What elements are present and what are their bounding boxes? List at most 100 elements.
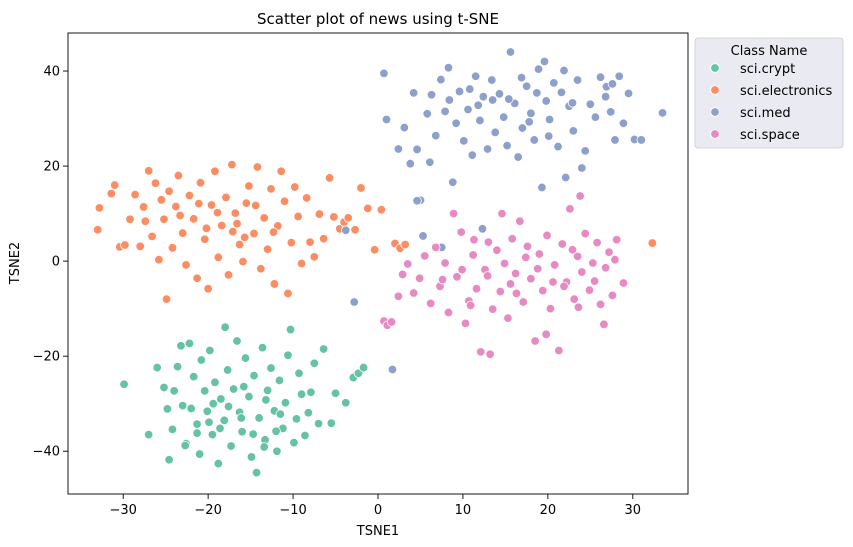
scatter-point-sci-space <box>431 242 441 253</box>
scatter-point-sci-electronics <box>195 178 206 188</box>
scatter-point-sci-space <box>573 302 584 312</box>
legend-marker <box>710 107 720 117</box>
scatter-point-sci-space <box>505 279 516 289</box>
scatter-point-sci-crypt <box>313 418 324 429</box>
scatter-point-sci-electronics <box>314 209 325 219</box>
x-tick-label: −20 <box>194 503 221 518</box>
scatter-point-sci-electronics <box>369 245 380 255</box>
scatter-point-sci-electronics <box>203 283 213 294</box>
scatter-point-sci-electronics <box>94 203 105 213</box>
scatter-point-sci-med <box>533 64 544 74</box>
scatter-point-sci-med <box>498 112 509 122</box>
scatter-point-sci-electronics <box>156 195 167 205</box>
scatter-point-sci-electronics <box>241 198 252 208</box>
axes-layer: −30 −20 −10 0 10 20 30 −40 −20 0 20 40 <box>33 65 642 518</box>
scatter-point-sci-crypt <box>159 382 169 393</box>
scatter-point-sci-space <box>549 260 560 270</box>
scatter-point-sci-crypt <box>254 413 264 423</box>
scatter-point-sci-space <box>515 216 525 226</box>
scatter-point-sci-electronics <box>173 170 184 181</box>
scatter-point-sci-crypt <box>261 395 271 405</box>
x-tick-label: 30 <box>625 503 642 518</box>
scatter-point-sci-electronics <box>181 260 191 270</box>
scatter-point-sci-space <box>575 191 585 201</box>
scatter-point-sci-space <box>414 273 425 283</box>
legend-title: Class Name <box>731 44 808 59</box>
scatter-point-sci-med <box>487 95 498 105</box>
scatter-point-sci-electronics <box>154 254 164 265</box>
scatter-point-sci-electronics <box>239 232 250 243</box>
legend-label: sci.space <box>740 128 800 143</box>
scatter-point-sci-crypt <box>232 336 242 346</box>
scatter-point-sci-electronics <box>171 201 181 212</box>
scatter-point-sci-electronics <box>228 226 238 237</box>
scatter-point-sci-space <box>471 283 482 294</box>
scatter-point-sci-space <box>456 227 466 237</box>
scatter-point-sci-electronics <box>647 238 658 248</box>
scatter-point-sci-med <box>606 107 616 117</box>
scatter-point-sci-electronics <box>343 213 353 223</box>
scatter-point-sci-crypt <box>251 467 262 478</box>
scatter-point-sci-med <box>607 79 618 89</box>
scatter-point-sci-crypt <box>280 398 291 408</box>
scatter-point-sci-electronics <box>200 234 210 244</box>
scatter-point-sci-space <box>511 288 522 299</box>
scatter-point-sci-electronics <box>356 183 366 193</box>
scatter-point-sci-med <box>553 141 563 152</box>
scatter-point-sci-space <box>408 288 419 298</box>
scatter-point-sci-crypt <box>119 379 129 389</box>
scatter-point-sci-crypt <box>176 341 186 351</box>
scatter-point-sci-space <box>567 245 578 255</box>
points-layer <box>93 47 668 478</box>
legend-items: sci.crypt sci.electronics sci.med sci.space <box>710 62 833 143</box>
scatter-point-sci-space <box>499 258 510 269</box>
scatter-point-sci-space <box>443 307 454 318</box>
legend-marker <box>710 63 720 73</box>
scatter-point-sci-crypt <box>215 423 225 434</box>
scatter-point-sci-space <box>476 347 486 357</box>
scatter-point-sci-space <box>604 247 614 257</box>
scatter-point-sci-electronics <box>175 210 185 221</box>
scatter-point-sci-crypt <box>291 414 302 424</box>
scatter-point-sci-med <box>381 114 392 125</box>
scatter-point-sci-crypt <box>220 322 230 332</box>
scatter-point-sci-crypt <box>194 449 205 459</box>
scatter-point-sci-med <box>405 158 415 169</box>
scatter-point-sci-electronics <box>293 211 303 222</box>
scatter-point-sci-med <box>524 117 534 127</box>
scatter-point-sci-med <box>567 98 578 108</box>
scatter-point-sci-med <box>475 115 485 126</box>
x-tick-label: −30 <box>109 503 136 518</box>
scatter-point-sci-med <box>473 100 483 110</box>
y-tick-label: 0 <box>52 255 60 270</box>
scatter-point-sci-electronics <box>268 227 279 237</box>
scatter-point-sci-crypt <box>303 408 314 418</box>
scatter-point-sci-med <box>443 62 454 73</box>
scatter-point-sci-crypt <box>207 429 218 440</box>
scatter-point-sci-crypt <box>318 344 329 354</box>
scatter-point-sci-med <box>549 78 559 88</box>
scatter-point-sci-med <box>463 104 473 115</box>
scatter-point-sci-med <box>454 86 465 97</box>
scatter-point-sci-med <box>572 75 583 85</box>
scatter-point-sci-space <box>610 254 620 265</box>
x-axis-label: TSNE1 <box>356 524 399 539</box>
scatter-point-sci-crypt <box>169 386 179 396</box>
scatter-point-sci-crypt <box>164 455 174 465</box>
scatter-point-sci-electronics <box>206 200 217 210</box>
scatter-point-sci-electronics <box>106 188 117 199</box>
scatter-point-sci-space <box>599 319 609 330</box>
scatter-point-sci-space <box>397 269 408 280</box>
scatter-point-sci-electronics <box>192 273 202 283</box>
scatter-point-sci-space <box>437 274 448 285</box>
scatter-point-sci-space <box>386 317 397 327</box>
scatter-point-sci-med <box>504 94 514 104</box>
y-tick-label: −20 <box>33 350 60 365</box>
scatter-point-sci-med <box>560 172 571 183</box>
scatter-point-sci-crypt <box>162 404 173 414</box>
scatter-point-sci-med <box>490 127 500 138</box>
scatter-point-sci-electronics <box>143 166 154 176</box>
scatter-point-sci-electronics <box>250 200 261 211</box>
scatter-point-sci-space <box>495 286 506 297</box>
